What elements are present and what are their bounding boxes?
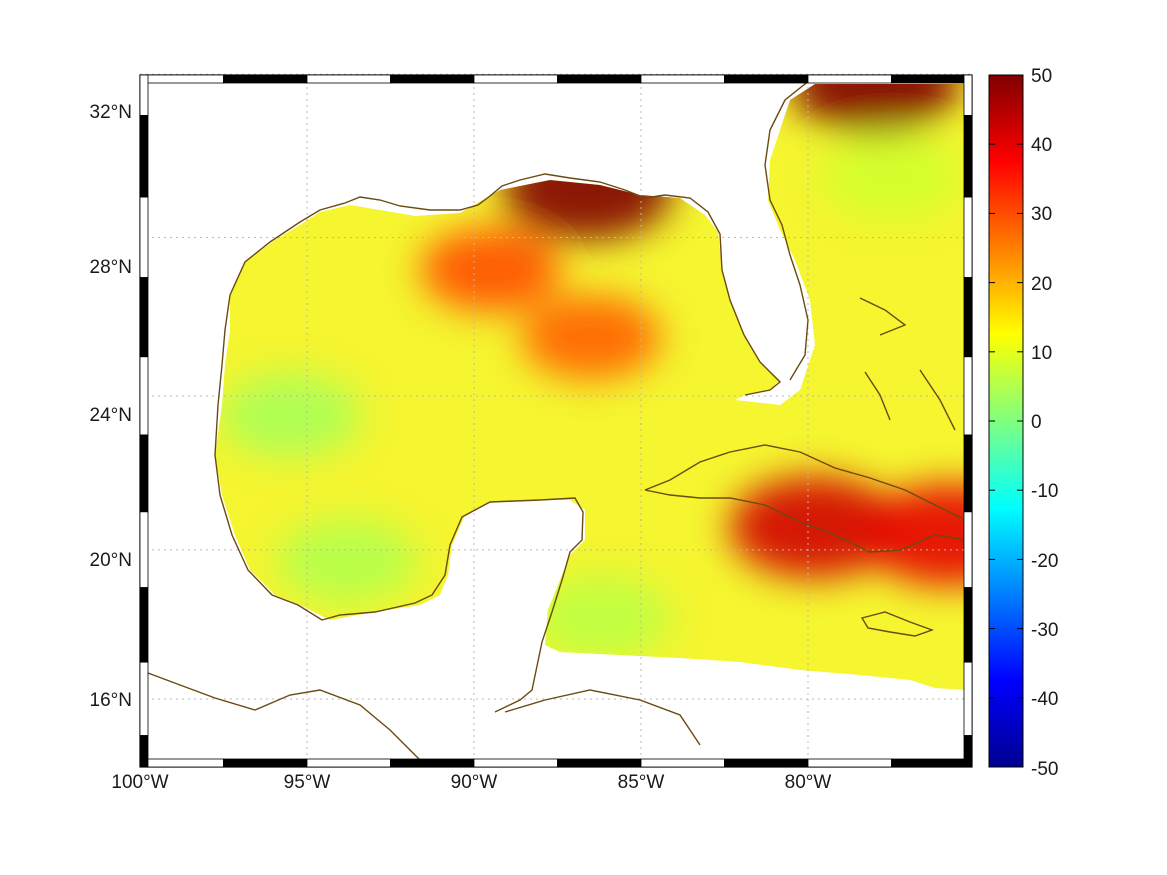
frame-top-segment [473,74,558,84]
frame-top-segment [640,74,725,84]
colorbar-label-10: 10 [1031,343,1052,364]
lat-tick-label-20n: 20°N [90,550,132,571]
lat-tick-label-28n: 28°N [90,257,132,278]
frame-top-segment [557,74,642,84]
lat-axis-labels: 32°N 28°N 24°N 20°N 16°N [90,102,132,711]
map-frame-border [139,74,973,768]
field-anomaly-bay-of-campeche [277,519,418,604]
frame-right-segment [963,115,973,198]
us-gulf-coastline [214,294,584,713]
frame-bottom-segment [724,758,809,768]
map-plot-area [139,73,973,768]
frame-right-segment [963,356,973,436]
frame-right-segment [963,74,973,116]
lon-tick-label-80w: 80°W [785,772,832,793]
frame-left-segment [139,74,149,116]
frame-bottom-segment [223,758,308,768]
frame-top-segment [139,74,224,84]
field-anomaly-louisiana-shelf [420,227,561,312]
frame-left-segment [139,661,149,736]
jamaica-coastline [860,611,935,637]
colorbar-label-0: 0 [1031,412,1042,433]
lat-tick-label-16n: 16°N [90,690,132,711]
frame-left-segment [139,115,149,198]
honduras-coastline [504,689,701,746]
frame-left-segment [139,511,149,588]
frame-right-segment [963,661,973,736]
colorbar-label-minus-10: -10 [1031,481,1058,502]
colorbar-ticks [989,74,1023,768]
field-anomaly-yucatan-channel [530,575,671,660]
lat-tick-label-32n: 32°N [90,102,132,123]
frame-bottom-segment [139,758,224,768]
frame-bottom-segment [807,758,892,768]
frame-top-segment [306,74,391,84]
texas-louisiana-coastline [229,173,782,396]
frame-right-segment [963,434,973,513]
florida-atlantic-coastline [764,75,821,381]
frame-bottom-segment [557,758,642,768]
frame-left-segment [139,735,149,768]
lon-tick-label-95w: 95°W [284,772,331,793]
colorbar-label-20: 20 [1031,274,1052,295]
frame-top-segment [724,74,809,84]
frame-bottom-segment [891,758,973,768]
colorbar-label-minus-40: -40 [1031,689,1058,710]
central-america-coastline [140,669,421,761]
colorbar-label-minus-50: -50 [1031,759,1058,780]
lon-tick-label-100w: 100°W [111,772,168,793]
colorbar: 50 40 30 20 10 0 -10 -20 -30 -40 -50 [988,66,1058,780]
gridlines [140,73,972,767]
frame-bottom-segment [390,758,475,768]
frame-right-segment [963,277,973,358]
frame-right-segment [963,511,973,588]
frame-bottom-segment [640,758,725,768]
colorbar-label-minus-20: -20 [1031,551,1058,572]
coastlines [140,75,966,761]
field-anomaly-atlantic-off-georgia [789,84,960,134]
lat-tick-label-24n: 24°N [90,405,132,426]
colorbar-label-40: 40 [1031,135,1052,156]
frame-right-segment [963,196,973,278]
frame-left-segment [139,196,149,278]
frame-right-segment [963,735,973,768]
field-anomaly-west-gulf [220,373,361,458]
frame-bottom-segment [473,758,558,768]
frame-left-segment [139,356,149,436]
frame-right-segment [963,587,973,663]
colorbar-tick-labels: 50 40 30 20 10 0 -10 -20 -30 -40 -50 [1031,66,1058,780]
frame-top-segment [390,74,475,84]
lon-tick-label-85w: 85°W [618,772,665,793]
bahamas-coastline [859,297,956,431]
frame-left-segment [139,277,149,358]
cuba-coastline [644,444,966,553]
field-anomaly-windward-passage [863,483,966,586]
field-anomaly-east-gulf [520,295,661,380]
field-anomaly-florida-atlantic [821,134,962,219]
colorbar-label-50: 50 [1031,66,1052,87]
colorbar-label-30: 30 [1031,204,1052,225]
frame-top-segment [807,74,892,84]
lon-axis-labels: 100°W 95°W 90°W 85°W 80°W [111,772,831,793]
lon-tick-label-90w: 90°W [451,772,498,793]
frame-left-segment [139,587,149,663]
frame-top-segment [223,74,308,84]
colorbar-label-minus-30: -30 [1031,620,1058,641]
frame-left-segment [139,434,149,513]
frame-top-segment [891,74,973,84]
frame-bottom-segment [306,758,391,768]
